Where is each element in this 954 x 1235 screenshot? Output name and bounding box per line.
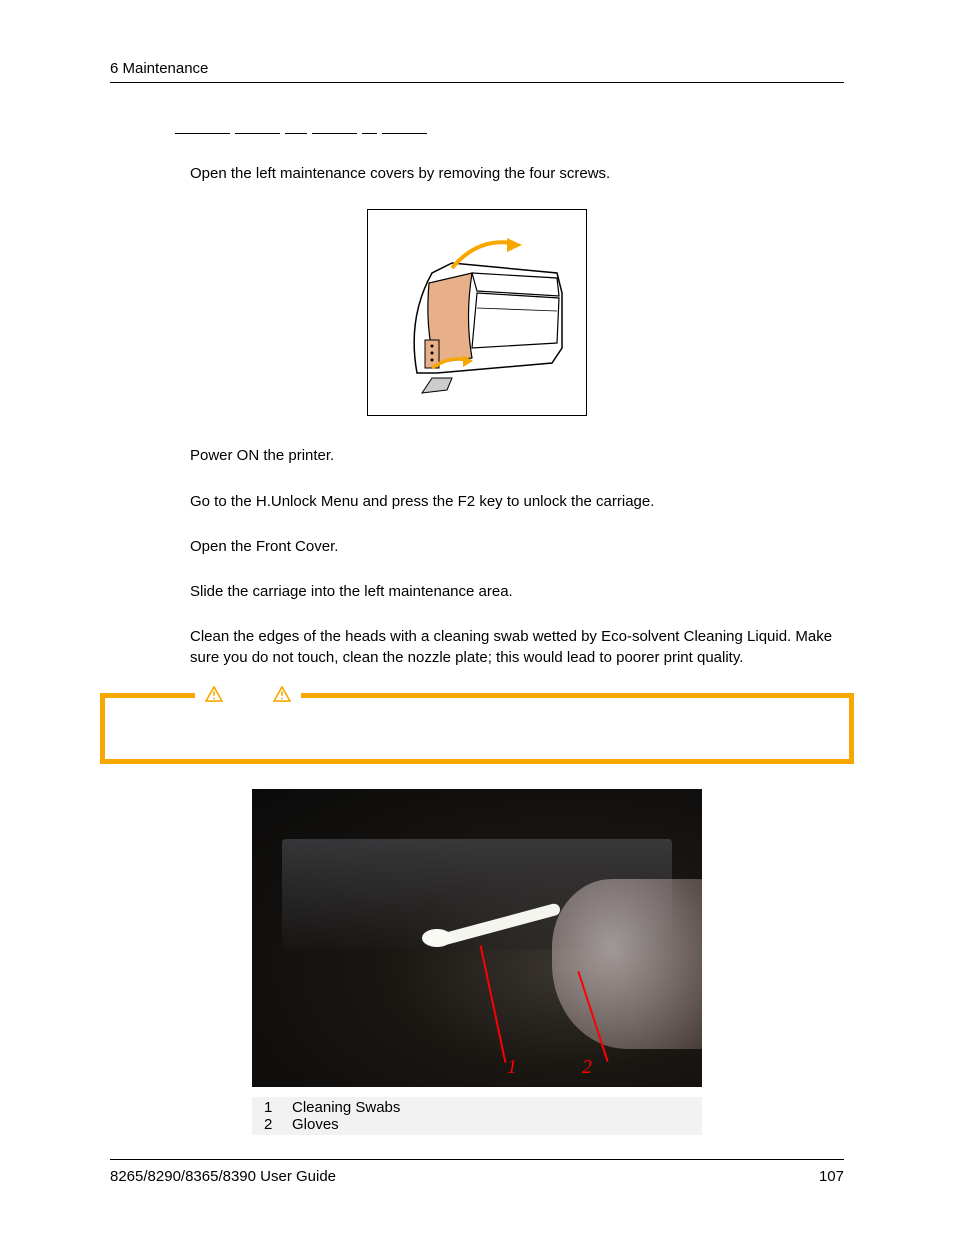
printer-diagram-svg <box>377 218 577 408</box>
caution-item <box>140 708 834 726</box>
step-2-text: Power ON the printer. <box>190 446 844 466</box>
caution-item <box>140 726 834 744</box>
legend-label: Gloves <box>292 1116 702 1133</box>
section-underline <box>175 133 435 134</box>
caution-header <box>195 686 301 702</box>
footer-page-number: 107 <box>819 1168 844 1185</box>
legend-num: 2 <box>252 1116 292 1133</box>
annotation-number-1: 1 <box>507 1056 517 1079</box>
step-1-text: Open the left maintenance covers by remo… <box>190 164 844 184</box>
page-footer: 8265/8290/8365/8390 User Guide 107 <box>110 1159 844 1185</box>
step-3-text: Go to the H.Unlock Menu and press the F2… <box>190 492 844 512</box>
annotation-number-2: 2 <box>582 1056 592 1079</box>
page-header: 6 Maintenance <box>110 60 844 83</box>
figure-legend: 1 Cleaning Swabs 2 Gloves <box>252 1097 702 1135</box>
figure-cleaning-photo: 1 2 <box>252 789 702 1087</box>
step-4-text: Open the Front Cover. <box>190 537 844 557</box>
warning-icon <box>205 686 223 702</box>
caution-box <box>100 693 854 764</box>
footer-guide-title: 8265/8290/8365/8390 User Guide <box>110 1168 336 1185</box>
step-6-text: Clean the edges of the heads with a clea… <box>190 627 844 668</box>
legend-num: 1 <box>252 1099 292 1116</box>
figure-cover-removal <box>367 209 587 416</box>
legend-label: Cleaning Swabs <box>292 1099 702 1116</box>
step-5-text: Slide the carriage into the left mainten… <box>190 582 844 602</box>
caution-list <box>140 708 834 744</box>
chapter-title: 6 Maintenance <box>110 60 208 77</box>
warning-icon <box>273 686 291 702</box>
legend-row: 2 Gloves <box>252 1116 702 1133</box>
glove-region <box>552 879 702 1049</box>
legend-row: 1 Cleaning Swabs <box>252 1099 702 1116</box>
